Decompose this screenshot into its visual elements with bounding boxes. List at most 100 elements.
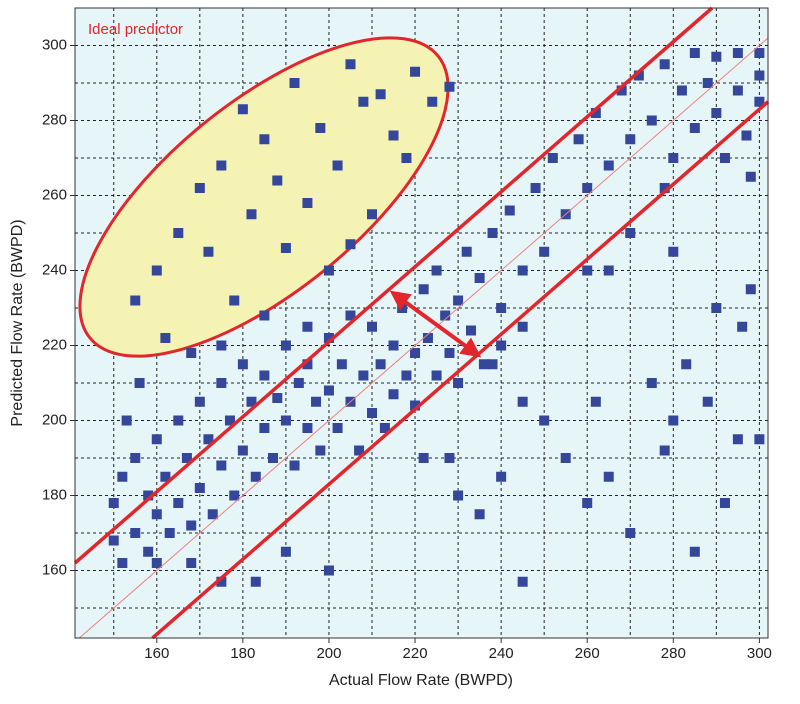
point [702,78,713,88]
y-tick-label: 240 [42,261,67,278]
point [689,123,700,133]
point [173,228,184,238]
point [487,228,498,238]
point [246,396,257,407]
point [410,348,421,358]
point [530,183,541,193]
point [444,348,455,358]
point [745,284,756,295]
point [539,415,550,426]
point [487,359,498,370]
point [117,471,128,482]
point [143,490,154,501]
point [461,246,472,257]
y-tick-label: 280 [42,111,67,128]
point [668,153,679,163]
point [151,265,162,276]
point [229,490,240,501]
plot-border [74,7,769,639]
point [272,393,283,403]
point [453,378,464,388]
point [582,498,593,508]
y-tick-label: 300 [42,36,67,53]
point [410,400,421,411]
point [280,340,291,351]
point [573,134,584,145]
point [401,153,412,163]
point [186,558,197,568]
point [268,453,278,463]
point [134,378,145,388]
point [280,243,291,253]
y-axis-title: Predicted Flow Rate (BWPD) [9,219,26,426]
point [354,445,365,456]
point [315,123,326,133]
point [616,85,627,96]
y-tick-label: 220 [42,336,67,353]
point [517,265,528,276]
point [410,66,421,77]
point [719,153,730,163]
point [732,48,743,58]
point [702,396,713,407]
point [237,104,248,115]
point [272,175,283,186]
point [345,59,356,70]
point [216,378,227,388]
reference-line [151,100,770,640]
point [478,359,489,370]
point [633,70,644,81]
point [224,415,235,426]
point [646,378,657,388]
point [444,81,455,92]
point [160,471,171,482]
point [323,385,334,396]
point [453,295,464,306]
y-tick-label: 160 [42,561,67,578]
point [517,321,528,332]
point [194,483,205,493]
point [681,359,692,370]
point [289,460,300,471]
point [418,453,429,463]
point [367,321,377,332]
point [160,333,171,343]
point [332,423,343,433]
point [259,423,270,433]
point [130,453,141,463]
point [237,445,248,456]
point [711,303,722,313]
point [427,96,438,107]
point [659,183,670,193]
point [590,396,601,407]
point [173,415,184,426]
point [646,115,657,126]
point [323,565,334,576]
point [379,423,390,433]
point [496,340,507,351]
point [345,310,356,321]
point [332,160,343,171]
point [547,153,558,163]
point [375,89,386,100]
point [625,134,636,145]
point [207,509,218,520]
point [590,108,601,118]
x-tick-label: 200 [316,645,341,662]
point [311,396,322,407]
point [741,130,752,141]
point [582,265,593,276]
point [130,295,141,306]
point [203,246,214,257]
point [401,370,412,381]
point [431,265,442,276]
point [216,460,227,471]
point [164,528,175,538]
point [625,228,636,238]
point [603,471,614,482]
point [388,130,399,141]
point [186,520,197,531]
y-tick-label: 180 [42,486,67,503]
point [280,415,291,426]
